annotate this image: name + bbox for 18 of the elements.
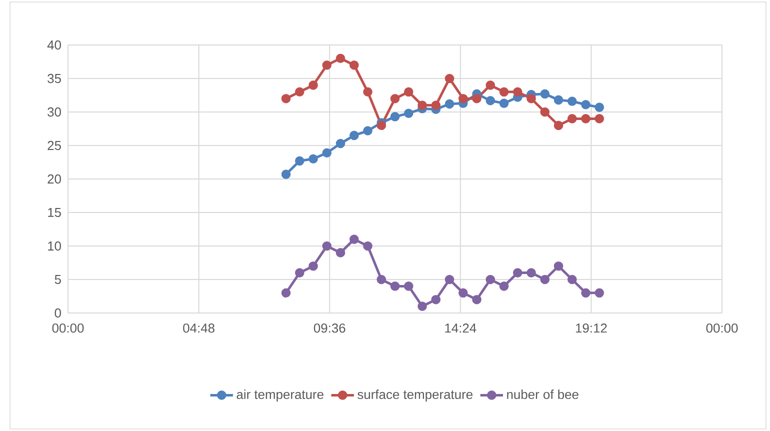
y-tick-label: 35 — [48, 74, 61, 84]
y-tick-label: 15 — [48, 208, 61, 218]
legend-label: surface temperature — [358, 390, 472, 402]
y-tick-label: 25 — [48, 140, 61, 150]
y-tick-label: 20 — [48, 174, 61, 184]
legend-label: air temperature — [236, 390, 324, 402]
x-tick-label: 00:00 — [706, 324, 738, 333]
x-tick-label: 00:00 — [52, 324, 84, 333]
y-tick-label: 10 — [48, 241, 61, 251]
x-tick-label: 19:12 — [576, 324, 607, 333]
y-tick-label: 40 — [47, 40, 61, 50]
y-tick-label: 0 — [54, 308, 61, 318]
y-tick-label: 5 — [54, 274, 61, 284]
legend-label: nuber of bee — [507, 390, 578, 400]
x-tick-label: 14:24 — [445, 324, 476, 333]
x-tick-label: 04:48 — [183, 324, 214, 333]
y-tick-label: 30 — [48, 107, 61, 117]
x-tick-label: 09:36 — [314, 324, 346, 333]
